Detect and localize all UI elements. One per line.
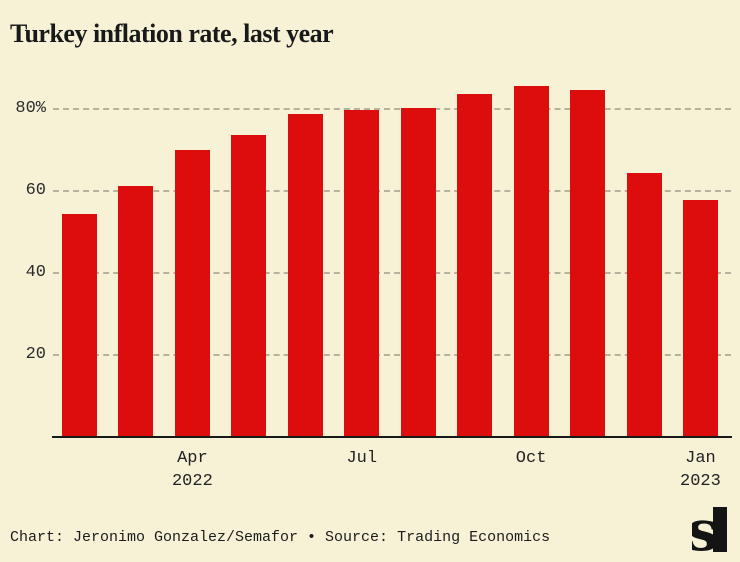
chart-title: Turkey inflation rate, last year (10, 19, 334, 48)
bar-sep-2022 (457, 94, 493, 437)
x-tick-label-jul: Jul (346, 449, 378, 468)
bar-jun-2022 (287, 114, 323, 437)
bar-aug-2022 (400, 107, 436, 437)
gridline-20 (53, 353, 731, 356)
bar-nov-2022 (570, 90, 606, 437)
gridline-80 (53, 107, 731, 110)
y-tick-label-80: 80% (15, 98, 46, 118)
semafor-s-logo: s (692, 506, 727, 553)
x-tick-label-jan-2023: Jan 2023 (680, 449, 721, 491)
svg-text:s: s (692, 506, 719, 553)
y-tick-label-40: 40 (25, 262, 46, 282)
bar-apr-2022 (174, 149, 210, 437)
bar-may-2022 (231, 135, 267, 437)
bar-jul-2022 (344, 110, 380, 437)
bar-oct-2022 (513, 85, 549, 437)
x-axis-line (52, 436, 732, 438)
x-tick-label-oct: Oct (515, 449, 547, 468)
bar-jan-2023 (682, 200, 718, 437)
credit-line: Chart: Jeronimo Gonzalez/Semafor • Sourc… (10, 529, 551, 546)
gridline-60 (53, 189, 731, 192)
bar-mar-2022 (118, 186, 154, 437)
gridline-40 (53, 271, 731, 274)
bar-feb-2022 (62, 213, 97, 437)
x-tick-label-apr-2022: Apr 2022 (171, 449, 213, 491)
bar-dec-2022 (626, 172, 662, 437)
y-tick-label-20: 20 (25, 344, 46, 364)
y-tick-label-60: 60 (25, 180, 46, 200)
